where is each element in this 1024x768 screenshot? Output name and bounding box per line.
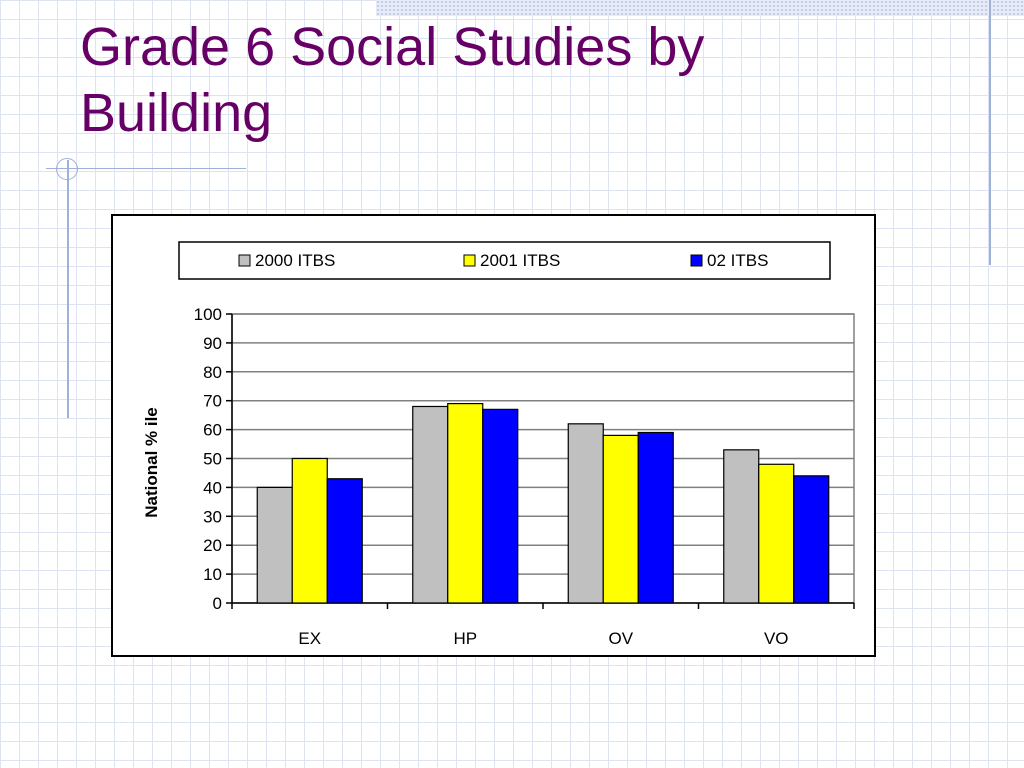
y-tick-label-20: 20 [203, 536, 222, 555]
bar-ex-series-2 [291, 457, 328, 604]
bar-ex-series-3 [326, 478, 363, 604]
bar-ex-series-1 [256, 486, 293, 604]
y-tick-label-10: 10 [203, 565, 222, 584]
bar-hp-series-2 [447, 402, 484, 604]
y-axis-label: National % ile [142, 407, 161, 518]
bar-vo-series-1 [723, 449, 760, 604]
decorative-vertical-line-left [67, 160, 69, 418]
chart-frame: 2000 ITBS 2001 ITBS 02 ITBS 0 10 20 30 40 50 60 70… [111, 214, 876, 657]
y-tick-label-50: 50 [203, 450, 222, 469]
legend-swatch-1 [238, 254, 251, 267]
x-tick-label-hp: HP [453, 629, 477, 648]
bar-vo-series-2 [758, 463, 795, 604]
legend-swatch-3 [690, 254, 703, 267]
y-tick-label-90: 90 [203, 334, 222, 353]
decorative-vertical-line-right [989, 0, 991, 265]
bar-ov-series-1 [567, 423, 604, 604]
decorative-circle [56, 158, 78, 180]
bar-ov-series-2 [602, 434, 639, 604]
x-tick-label-vo: VO [764, 629, 789, 648]
legend-label-3: 02 ITBS [707, 251, 768, 270]
x-tick-label-ov: OV [608, 629, 633, 648]
x-tick-label-ex: EX [298, 629, 321, 648]
legend-swatch-2 [463, 254, 476, 267]
legend-label-2: 2001 ITBS [480, 251, 560, 270]
decorative-horizontal-line [46, 168, 246, 169]
y-tick-label-0: 0 [213, 594, 222, 613]
decorative-top-band [376, 0, 1024, 16]
bar-ov-series-3 [637, 431, 674, 604]
bar-chart: 2000 ITBS 2001 ITBS 02 ITBS 0 10 20 30 40 50 60 70… [142, 241, 855, 648]
y-tick-label-70: 70 [203, 392, 222, 411]
y-tick-label-30: 30 [203, 507, 222, 526]
bar-hp-series-3 [482, 408, 519, 604]
y-tick-label-60: 60 [203, 421, 222, 440]
y-tick-label-40: 40 [203, 478, 222, 497]
legend-box [178, 241, 831, 280]
bar-vo-series-3 [793, 475, 830, 604]
y-tick-label-80: 80 [203, 363, 222, 382]
legend-label-1: 2000 ITBS [255, 251, 335, 270]
slide-title: Grade 6 Social Studies by Building [80, 17, 705, 143]
bar-hp-series-1 [412, 405, 449, 604]
y-tick-label-100: 100 [194, 305, 222, 324]
